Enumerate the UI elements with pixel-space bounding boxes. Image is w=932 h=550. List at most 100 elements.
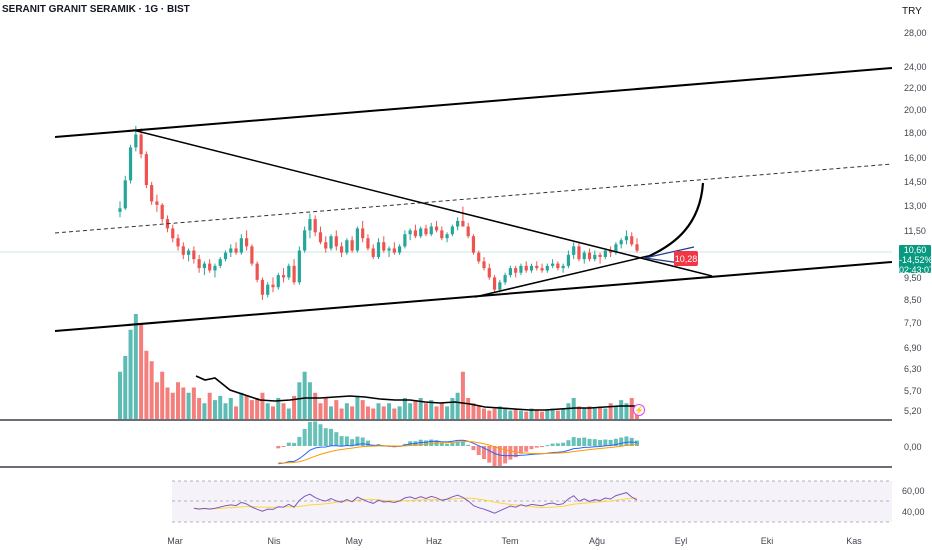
macd-histogram-bar (540, 446, 545, 447)
volume-bar (576, 406, 581, 419)
volume-bar (434, 406, 439, 419)
candle-body (413, 230, 418, 237)
candle-body (498, 282, 502, 290)
channel-lower-line[interactable] (54, 261, 893, 332)
volume-bar (534, 410, 539, 419)
volume-bar (118, 371, 122, 419)
macd-histogram-bar (286, 442, 291, 446)
volume-bar (487, 410, 492, 419)
last-price-badge[interactable]: 10,60 -14,52% 02:43:07 (899, 245, 932, 275)
channel-upper-line[interactable] (54, 67, 893, 138)
candle-body (398, 246, 402, 253)
candle-body (144, 154, 148, 186)
candle-body (271, 284, 275, 288)
volume-bar (445, 406, 450, 419)
ascending-trendline[interactable] (474, 255, 649, 298)
time-tick-label: Mar (167, 536, 183, 546)
volume-bar (455, 392, 460, 419)
rsi-tick-label: 60,00 (902, 486, 925, 496)
volume-bar (255, 398, 260, 419)
volume-bar (460, 371, 465, 419)
price-tick-label: 28,00 (904, 28, 927, 38)
macd-histogram-bar (624, 436, 629, 446)
macd-histogram-bar (529, 446, 534, 450)
candle-body (318, 232, 323, 243)
volume-bar (423, 403, 428, 419)
volume-bar (128, 329, 133, 419)
candle-body (334, 236, 338, 247)
candle-body (482, 261, 486, 269)
candle-body (392, 248, 396, 253)
projection-line-upper[interactable] (644, 246, 695, 259)
macd-histogram-bar (281, 446, 286, 447)
volume-bar (619, 400, 624, 419)
price-tick-label: 7,70 (904, 318, 922, 328)
volume-bar (170, 392, 175, 419)
price-tick-label: 8,50 (904, 295, 922, 305)
macd-line (278, 439, 638, 465)
macd-histogram-bar (344, 436, 349, 446)
breakout-curve[interactable] (644, 182, 705, 260)
candle-body (445, 234, 449, 239)
volume-bar (218, 395, 223, 419)
macd-histogram-bar (318, 424, 323, 446)
candle-body (355, 228, 359, 251)
volume-bar (529, 408, 534, 419)
macd-histogram-bar (545, 445, 550, 447)
channel-middle-dashed-line[interactable] (54, 163, 893, 234)
volume-bar (503, 408, 508, 419)
lightning-icon[interactable] (633, 404, 645, 416)
volume-bar (402, 398, 407, 419)
macd-histogram-bar (497, 446, 502, 466)
volume-bar (629, 398, 634, 419)
macd-histogram-bar (492, 446, 497, 467)
price-tick-label: 9,50 (904, 273, 922, 283)
macd-histogram-bar (592, 439, 597, 446)
macd-histogram-bar (582, 437, 587, 446)
candle-body (403, 234, 407, 247)
rsi-line (193, 492, 638, 514)
candle-body (524, 265, 528, 271)
candle-body (440, 230, 444, 239)
volume-bar (160, 371, 165, 419)
target-price-badge[interactable] (674, 251, 698, 266)
macd-histogram-bar (302, 428, 307, 446)
macd-histogram-bar (587, 438, 592, 446)
macd-histogram-bar (423, 440, 428, 446)
candle-body (255, 263, 259, 280)
volume-bar (344, 403, 349, 419)
candle-body (123, 180, 127, 209)
candle-body (181, 246, 185, 255)
candle-body (376, 242, 381, 257)
macd-histogram-bar (555, 443, 560, 446)
macd-histogram-bar (561, 442, 566, 446)
symbol-title[interactable]: SERANIT GRANIT SERAMIK · 1G · BIST (2, 4, 190, 15)
macd-histogram-bar (576, 437, 581, 446)
volume-bar (513, 408, 518, 419)
descending-trendline[interactable] (132, 129, 713, 277)
macd-histogram-bar (355, 436, 360, 446)
volume-bar (413, 400, 418, 419)
volume-bar (471, 403, 476, 419)
macd-histogram-bar (292, 442, 297, 446)
candle-body (223, 252, 228, 260)
candle-body (134, 134, 138, 148)
candle-body (556, 263, 560, 269)
macd-histogram-bar (619, 437, 624, 446)
candle-body (176, 238, 180, 247)
volume-bar (482, 408, 487, 419)
volume-bar (350, 406, 355, 419)
candle-body (197, 259, 201, 269)
candle-body (308, 219, 312, 231)
rsi-band (172, 481, 892, 522)
price-tick-label: 6,30 (904, 364, 922, 374)
candle-body (250, 246, 254, 264)
price-tick-label: 20,00 (904, 105, 927, 115)
last-price-change: -14,52% (899, 255, 932, 265)
macd-histogram-bar (307, 421, 312, 446)
volume-bar (371, 408, 376, 419)
macd-histogram-bar (339, 436, 344, 446)
candle-body (202, 263, 207, 269)
macd-histogram-bar (466, 444, 471, 446)
